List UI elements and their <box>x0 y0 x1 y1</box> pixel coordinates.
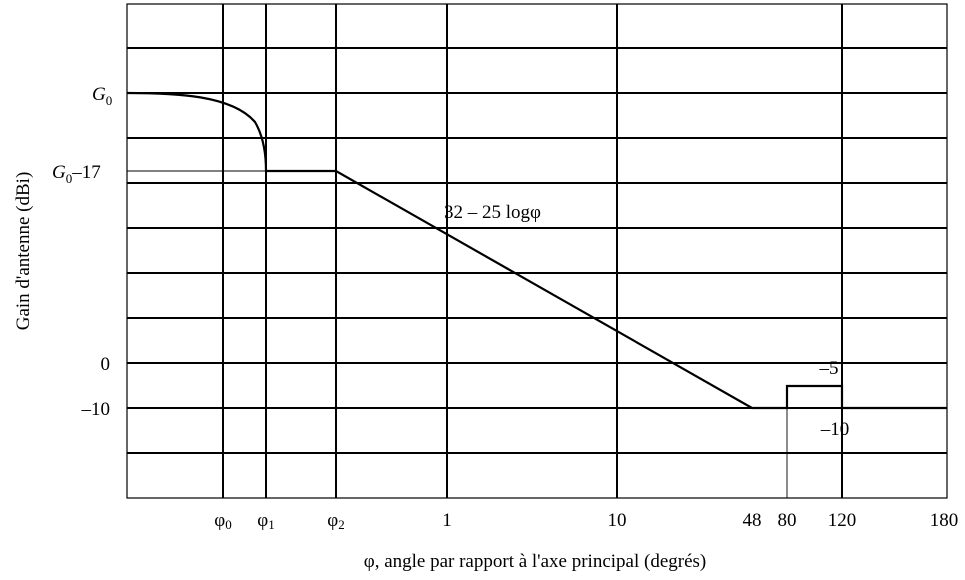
x-tick-phi1: φ1 <box>257 510 274 532</box>
horizontal-grid <box>127 47 947 454</box>
y-tick-g0-17-suffix: –17 <box>71 162 101 183</box>
y-tick-g0-17-label: G <box>52 162 66 183</box>
x-tick-1: 1 <box>442 510 452 531</box>
x-tick-48: 48 <box>743 510 762 531</box>
x-tick-10: 10 <box>608 510 627 531</box>
y-tick-0: 0 <box>101 354 111 375</box>
x-tick-phi1-sub: 1 <box>268 517 275 532</box>
x-tick-120: 120 <box>828 510 857 531</box>
x-axis-title: φ, angle par rapport à l'axe principal (… <box>364 551 707 572</box>
x-tick-phi0-sub: 0 <box>225 517 232 532</box>
vertical-grid <box>222 4 843 498</box>
x-tick-phi2-label: φ <box>327 510 338 531</box>
x-tick-phi0-label: φ <box>214 510 225 531</box>
y-tick-minus10: –10 <box>81 399 111 420</box>
x-tick-180: 180 <box>930 510 959 531</box>
x-tick-phi2: φ2 <box>327 510 344 532</box>
x-tick-80: 80 <box>778 510 797 531</box>
x-tick-phi1-label: φ <box>257 510 268 531</box>
y-tick-g0-sub: 0 <box>106 93 113 108</box>
y-tick-g0-label: G <box>92 84 106 105</box>
main-lobe-curve <box>126 91 268 172</box>
minus10-annotation: –10 <box>820 419 850 440</box>
gain-envelope-line <box>266 169 947 410</box>
x-tick-phi2-sub: 2 <box>338 517 345 532</box>
minus5-annotation: –5 <box>819 358 839 379</box>
plot-frame <box>126 3 948 499</box>
sidelobe-formula-annotation: 32 – 25 logφ <box>444 202 541 223</box>
y-tick-g0: G0 <box>92 84 112 108</box>
y-tick-g0-17-sub: 0 <box>66 171 73 186</box>
x-tick-phi0: φ0 <box>214 510 231 532</box>
y-tick-g0-17: G0–17 <box>52 162 101 186</box>
y-axis-title: Gain d'antenne (dBi) <box>13 172 34 331</box>
